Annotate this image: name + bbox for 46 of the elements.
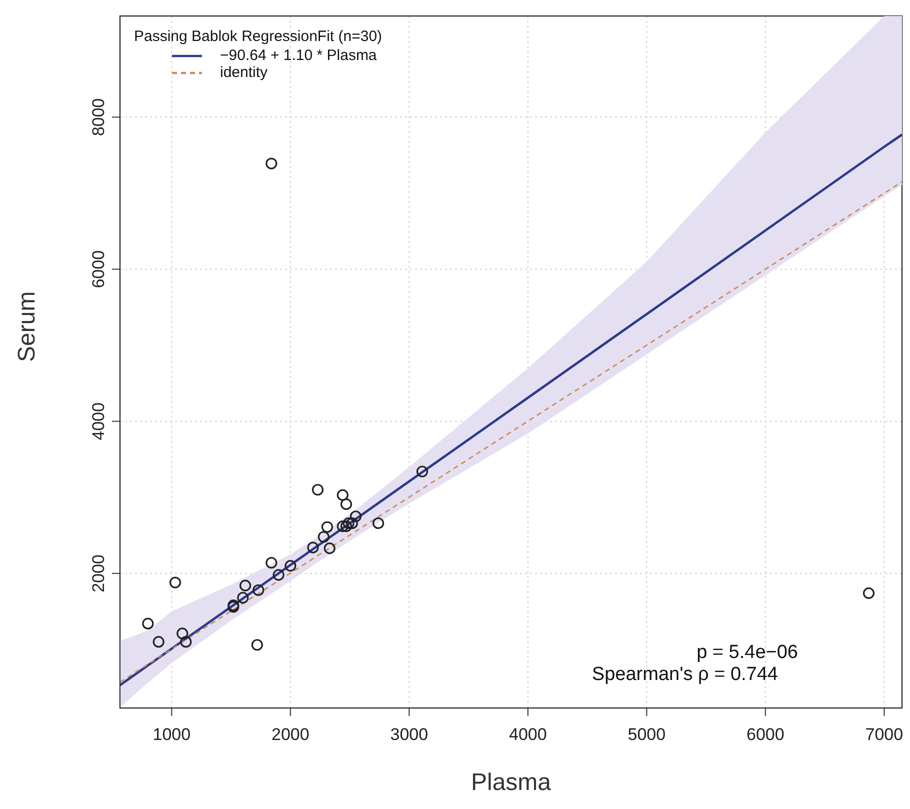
legend-title: Passing Bablok RegressionFit (n=30)	[134, 28, 382, 45]
point	[142, 618, 154, 630]
point	[372, 517, 384, 530]
point	[239, 580, 252, 592]
legend-label: identity	[220, 64, 268, 81]
x-tick-label: 4000	[509, 725, 547, 744]
y-tick-label: 8000	[89, 98, 108, 136]
x-tick-label: 2000	[272, 725, 310, 744]
point	[266, 158, 278, 170]
point	[318, 531, 330, 543]
y-tick-label: 4000	[89, 402, 108, 440]
point	[862, 587, 875, 599]
y-tick-label: 2000	[89, 554, 108, 592]
point	[336, 489, 348, 501]
point	[416, 466, 428, 478]
x-tick-label: 3000	[390, 725, 428, 744]
point	[324, 542, 336, 554]
point	[284, 560, 296, 572]
legend-label: −90.64 + 1.10 * Plasma	[220, 47, 377, 64]
annotation: Spearman's ρ = 0.744	[592, 664, 778, 685]
point	[307, 542, 319, 554]
point	[176, 628, 188, 640]
x-tick-label: 7000	[865, 725, 904, 744]
point	[342, 517, 354, 530]
point	[152, 636, 164, 648]
point	[336, 520, 348, 532]
point	[312, 484, 324, 496]
point	[321, 521, 334, 533]
point	[350, 510, 362, 522]
point	[252, 584, 264, 596]
x-tick-label: 5000	[628, 725, 666, 744]
annotation: p = 5.4e−06	[696, 642, 798, 663]
point	[266, 556, 278, 569]
point	[340, 520, 352, 532]
point	[340, 498, 352, 510]
x-axis-title: Plasma	[470, 769, 552, 796]
point	[169, 576, 182, 588]
y-axis-title: Serum	[14, 291, 41, 362]
point	[346, 517, 358, 530]
point	[237, 592, 249, 604]
point	[272, 569, 284, 581]
x-tick-label: 6000	[746, 725, 784, 744]
point	[180, 636, 192, 648]
y-tick-label: 6000	[89, 250, 108, 288]
x-tick-label: 1000	[152, 725, 191, 744]
point	[251, 639, 263, 651]
